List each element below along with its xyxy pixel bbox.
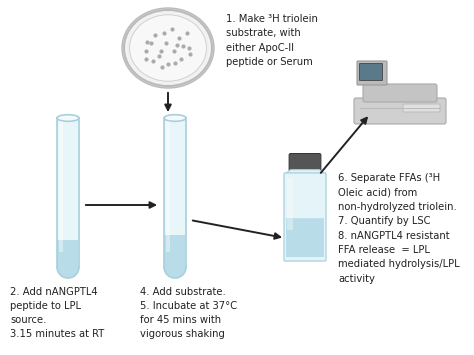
FancyBboxPatch shape [284,173,326,261]
Polygon shape [59,121,63,252]
Ellipse shape [164,115,186,121]
Ellipse shape [129,15,207,81]
Polygon shape [57,267,79,278]
Polygon shape [164,267,185,278]
Polygon shape [285,170,325,174]
FancyBboxPatch shape [403,104,440,112]
Text: 1. Make ³H triolein
substrate, with
either ApoC-II
peptide or Serum: 1. Make ³H triolein substrate, with eith… [226,14,318,67]
FancyBboxPatch shape [357,61,387,85]
Text: 2. Add nANGPTL4
peptide to LPL
source.
3.15 minutes at RT: 2. Add nANGPTL4 peptide to LPL source. 3… [10,287,104,339]
Polygon shape [57,240,79,267]
Polygon shape [164,235,185,267]
Ellipse shape [57,115,79,121]
Polygon shape [57,267,79,278]
Polygon shape [57,118,79,267]
FancyBboxPatch shape [363,84,437,102]
FancyBboxPatch shape [286,218,324,257]
Polygon shape [164,267,186,278]
Polygon shape [287,178,292,230]
FancyBboxPatch shape [359,64,383,81]
Ellipse shape [124,10,212,86]
FancyBboxPatch shape [289,153,321,171]
Ellipse shape [122,8,214,88]
Text: 6. Separate FFAs (³H
Oleic acid) from
non-hydrolyzed triolein.
7. Quantify by LS: 6. Separate FFAs (³H Oleic acid) from no… [338,173,460,284]
Polygon shape [166,121,170,252]
Polygon shape [164,118,186,267]
FancyBboxPatch shape [354,98,446,124]
Text: 4. Add substrate.
5. Incubate at 37°C
for 45 mins with
vigorous shaking: 4. Add substrate. 5. Incubate at 37°C fo… [140,287,237,339]
